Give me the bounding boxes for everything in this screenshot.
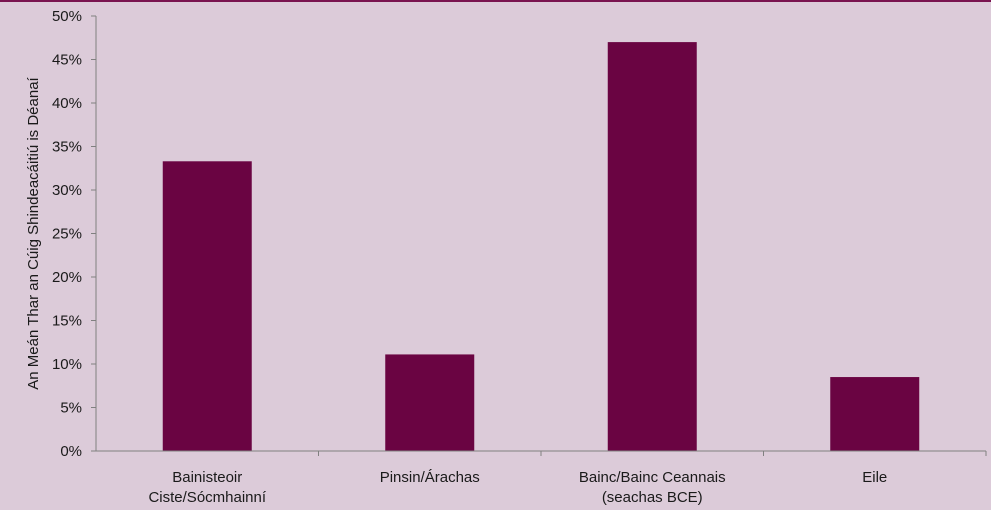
y-tick-label: 35% xyxy=(52,139,82,156)
y-tick-label: 25% xyxy=(52,226,82,243)
y-tick-label: 0% xyxy=(60,443,82,460)
y-axis-ticks: 0% 5% 10% 15% 20% 25% 30% 35% 40% 45% 50% xyxy=(52,8,96,460)
bars xyxy=(162,42,920,452)
y-tick-label: 10% xyxy=(52,356,82,373)
x-axis-categories: Bainisteoir Ciste/Sócmhainní Pinsin/Áracha… xyxy=(148,451,987,506)
y-tick-label: 5% xyxy=(60,400,82,417)
bar xyxy=(385,354,475,451)
x-category-label: Eile xyxy=(862,469,887,486)
x-category-label: Pinsin/Árachas xyxy=(380,469,480,486)
x-category-label: Bainc/Bainc Ceannais (seachas BCE) xyxy=(579,469,726,506)
y-tick-label: 45% xyxy=(52,52,82,69)
x-category-label: Bainisteoir Ciste/Sócmhainní xyxy=(148,469,266,506)
y-tick-label: 50% xyxy=(52,8,82,25)
bar xyxy=(607,42,697,451)
y-tick-label: 40% xyxy=(52,95,82,112)
y-tick-label: 20% xyxy=(52,269,82,286)
bar xyxy=(162,161,252,452)
y-tick-label: 30% xyxy=(52,182,82,199)
y-axis-title: An Meán Thar an Cúig Shindeacáitiú is Dé… xyxy=(25,76,42,389)
y-tick-label: 15% xyxy=(52,313,82,330)
bar xyxy=(830,377,920,451)
